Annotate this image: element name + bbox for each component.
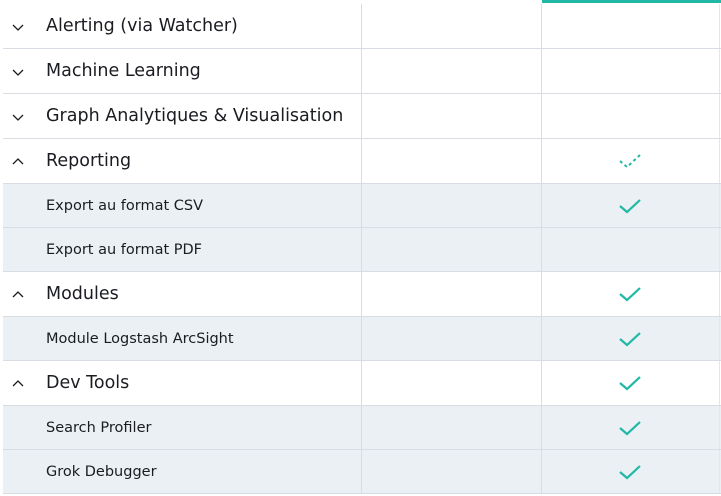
plan-cell-empty (362, 450, 542, 493)
plan-cell (542, 272, 720, 316)
feature-subrow-export-csv: Export au format CSV (3, 184, 721, 228)
feature-label: Machine Learning (46, 61, 201, 81)
feature-cell: Alerting (via Watcher) (3, 4, 362, 48)
check-icon (619, 287, 641, 302)
plan-column-accent-bar (542, 0, 721, 3)
chevron-up-icon[interactable] (11, 157, 25, 167)
feature-cell: Export au format PDF (3, 228, 362, 271)
partial-check-icon (619, 154, 641, 169)
feature-label: Export au format CSV (46, 197, 203, 214)
plan-cell-empty (362, 317, 542, 360)
feature-label: Reporting (46, 151, 132, 171)
feature-label: Export au format PDF (46, 241, 202, 258)
plan-cell-empty (362, 228, 542, 271)
feature-label: Alerting (via Watcher) (46, 16, 238, 36)
feature-row-alerting[interactable]: Alerting (via Watcher) (3, 4, 721, 49)
chevron-down-icon[interactable] (11, 67, 25, 77)
chevron-up-icon[interactable] (11, 290, 25, 300)
check-icon (619, 331, 641, 346)
feature-row-graph[interactable]: Graph Analytiques & Visualisation (3, 94, 721, 139)
plan-cell-empty (542, 49, 720, 93)
feature-row-dev-tools[interactable]: Dev Tools (3, 361, 721, 406)
chevron-down-icon[interactable] (11, 112, 25, 122)
check-icon (619, 198, 641, 213)
plan-cell (542, 450, 720, 493)
feature-cell: Search Profiler (3, 406, 362, 449)
feature-cell: Modules (3, 272, 362, 316)
plan-cell-empty (542, 228, 720, 271)
plan-cell-empty (362, 184, 542, 227)
plan-cell-empty (362, 361, 542, 405)
chevron-down-icon[interactable] (11, 22, 25, 32)
feature-subrow-grok-debugger: Grok Debugger (3, 450, 721, 494)
feature-label: Dev Tools (46, 373, 130, 393)
feature-cell: Reporting (3, 139, 362, 183)
plan-cell (542, 184, 720, 227)
feature-label: Grok Debugger (46, 463, 157, 480)
feature-cell: Module Logstash ArcSight (3, 317, 362, 360)
plan-cell-empty (542, 94, 720, 138)
feature-cell: Dev Tools (3, 361, 362, 405)
plan-cell (542, 361, 720, 405)
check-icon (619, 464, 641, 479)
plan-cell-empty (362, 139, 542, 183)
feature-label: Modules (46, 284, 119, 304)
plan-cell-empty (362, 406, 542, 449)
plan-cell-empty (362, 94, 542, 138)
feature-subrow-export-pdf: Export au format PDF (3, 228, 721, 272)
plan-cell (542, 317, 720, 360)
plan-cell-empty (362, 49, 542, 93)
plan-cell (542, 406, 720, 449)
plan-cell (542, 139, 720, 183)
feature-subrow-search-profiler: Search Profiler (3, 406, 721, 450)
plan-cell-empty (542, 4, 720, 48)
feature-cell: Machine Learning (3, 49, 362, 93)
feature-subrow-logstash-arcsight: Module Logstash ArcSight (3, 317, 721, 361)
feature-cell: Graph Analytiques & Visualisation (3, 94, 362, 138)
feature-label: Module Logstash ArcSight (46, 330, 234, 347)
feature-cell: Export au format CSV (3, 184, 362, 227)
feature-cell: Grok Debugger (3, 450, 362, 493)
feature-label: Search Profiler (46, 419, 152, 436)
plan-cell-empty (362, 272, 542, 316)
feature-row-machine-learning[interactable]: Machine Learning (3, 49, 721, 94)
feature-row-modules[interactable]: Modules (3, 272, 721, 317)
check-icon (619, 420, 641, 435)
feature-label: Graph Analytiques & Visualisation (46, 106, 344, 126)
chevron-up-icon[interactable] (11, 379, 25, 389)
plan-cell-empty (362, 4, 542, 48)
check-icon (619, 376, 641, 391)
feature-row-reporting[interactable]: Reporting (3, 139, 721, 184)
